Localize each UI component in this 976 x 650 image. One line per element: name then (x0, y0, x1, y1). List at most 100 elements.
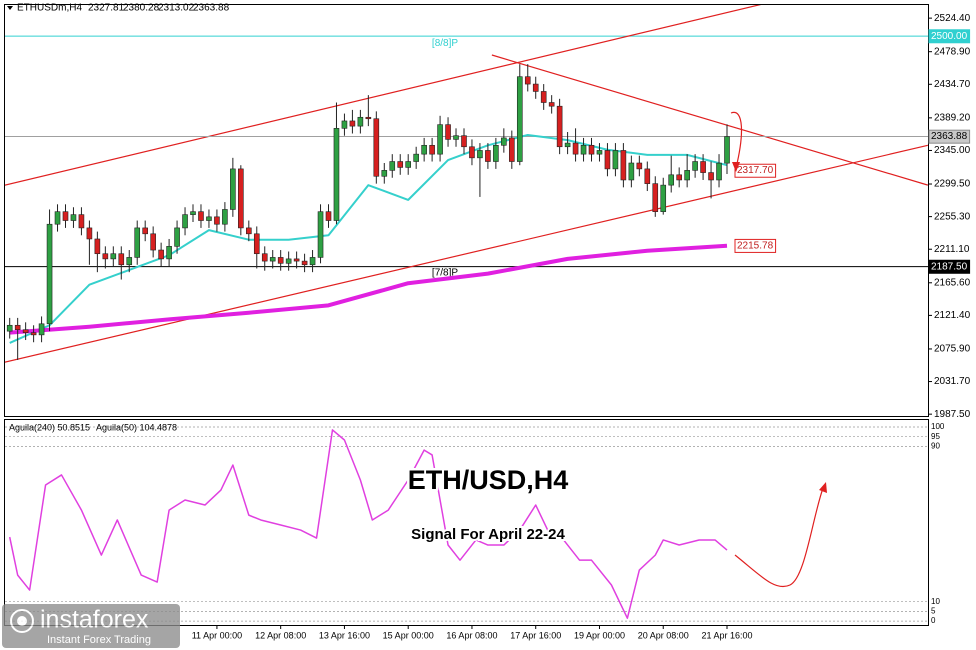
y-tick-label: 95 (931, 432, 940, 441)
x-tick-label: 11 Apr 00:00 (192, 630, 242, 640)
level-label: 2187.50 (931, 261, 968, 272)
trendline (491, 54, 928, 186)
candle-body (485, 150, 491, 162)
y-tick-label: 2345.00 (934, 145, 971, 156)
candle-body (636, 162, 643, 170)
arrow-down (730, 111, 743, 169)
x-tick-label: 13 Apr 16:00 (319, 630, 370, 640)
candle-body (620, 150, 627, 181)
candle-body (38, 323, 45, 336)
candle-body (524, 76, 531, 85)
candle-body (604, 150, 611, 170)
candle-body (381, 170, 388, 177)
candle-body (532, 83, 539, 92)
candle-body (676, 174, 682, 181)
logo-ring (10, 609, 34, 633)
candle-body (429, 144, 435, 155)
moving-average (9, 243, 728, 335)
candle-body (684, 170, 690, 181)
y-tick-label: 2211.10 (934, 244, 970, 255)
x-tick-label: 19 Apr 00:00 (574, 630, 625, 640)
candle-body (78, 214, 85, 229)
candle-body (86, 227, 93, 240)
watermark-bg (2, 604, 180, 648)
candle-body (612, 150, 619, 170)
candle-body (150, 233, 156, 251)
candle-body (206, 216, 212, 221)
candle-body (708, 172, 714, 181)
menu-triangle (7, 6, 13, 10)
label-box (928, 259, 971, 274)
candle-body (652, 183, 659, 212)
candle-body (325, 211, 332, 221)
candle-body (246, 227, 252, 235)
candle-body (413, 153, 419, 162)
ohlc-low: 2313.02 (158, 3, 195, 14)
level-label: 2500.00 (931, 31, 968, 42)
candle-body (301, 260, 308, 266)
indicator-legend: Aguila(240) 50.8515 (9, 422, 90, 432)
candle-body (190, 211, 196, 215)
y-tick-label: 10 (931, 597, 940, 606)
candle-body (158, 249, 164, 260)
arrow-head (819, 482, 827, 493)
candle-body (437, 124, 443, 155)
y-tick-label: 5 (931, 607, 936, 616)
candle-body (269, 257, 276, 262)
watermark-brand: instaforex (40, 606, 149, 634)
label-box (734, 163, 777, 178)
trend-label: 2317.70 (737, 165, 774, 176)
candle-body (118, 253, 125, 266)
candle-body (293, 258, 300, 262)
candle-body (660, 184, 667, 212)
candle-body (238, 168, 244, 229)
candle-body (580, 144, 587, 155)
candle-body (477, 150, 483, 159)
y-tick-label: 2478.90 (934, 46, 971, 57)
candle-body (341, 120, 348, 129)
candle-body (70, 214, 77, 221)
level-name: [8/8]P (432, 38, 458, 49)
candle-body (716, 162, 722, 181)
candle-body (357, 116, 364, 127)
y-tick-label: 2434.70 (934, 79, 971, 90)
candle-body (110, 253, 117, 260)
moving-average (9, 133, 728, 344)
candle-body (309, 257, 316, 266)
candle-body (46, 223, 53, 325)
price-panel (4, 4, 929, 417)
candle-body (501, 137, 507, 146)
candle-body (285, 258, 292, 264)
candle-body (509, 137, 515, 162)
x-tick-label: 12 Apr 08:00 (255, 630, 306, 640)
ohlc-close: 2363.88 (193, 3, 230, 14)
label-box (928, 29, 971, 44)
candle-body (373, 118, 380, 177)
y-tick-label: 2389.20 (934, 112, 971, 123)
candle-body (62, 211, 69, 221)
candle-body (333, 128, 340, 221)
candle-body (469, 146, 475, 159)
candle-body (214, 216, 220, 225)
candle-body (588, 144, 595, 155)
candle-body (461, 135, 467, 148)
y-tick-label: 2031.70 (934, 376, 971, 387)
candle-body (644, 168, 651, 184)
candle-body (134, 227, 141, 258)
level-name: [7/8]P (432, 267, 458, 278)
y-tick-label: 2255.30 (934, 211, 971, 222)
candle-body (222, 209, 228, 225)
y-tick-label: 100 (931, 422, 945, 431)
x-tick-label: 15 Apr 00:00 (383, 630, 434, 640)
trendline (5, 144, 928, 363)
overlay-subtitle: Signal For April 22-24 (411, 526, 565, 543)
label-box (928, 129, 971, 144)
x-tick-label: 17 Apr 16:00 (510, 630, 561, 640)
axes: 2524.40 2478.90 2434.70 2389.20 2345.00 2299.… (192, 13, 971, 641)
trendline (5, 5, 762, 186)
candle-body (174, 227, 180, 247)
candle-body (94, 238, 101, 255)
y-tick-label: 2299.50 (934, 179, 971, 190)
oscillator-plot (5, 426, 928, 622)
